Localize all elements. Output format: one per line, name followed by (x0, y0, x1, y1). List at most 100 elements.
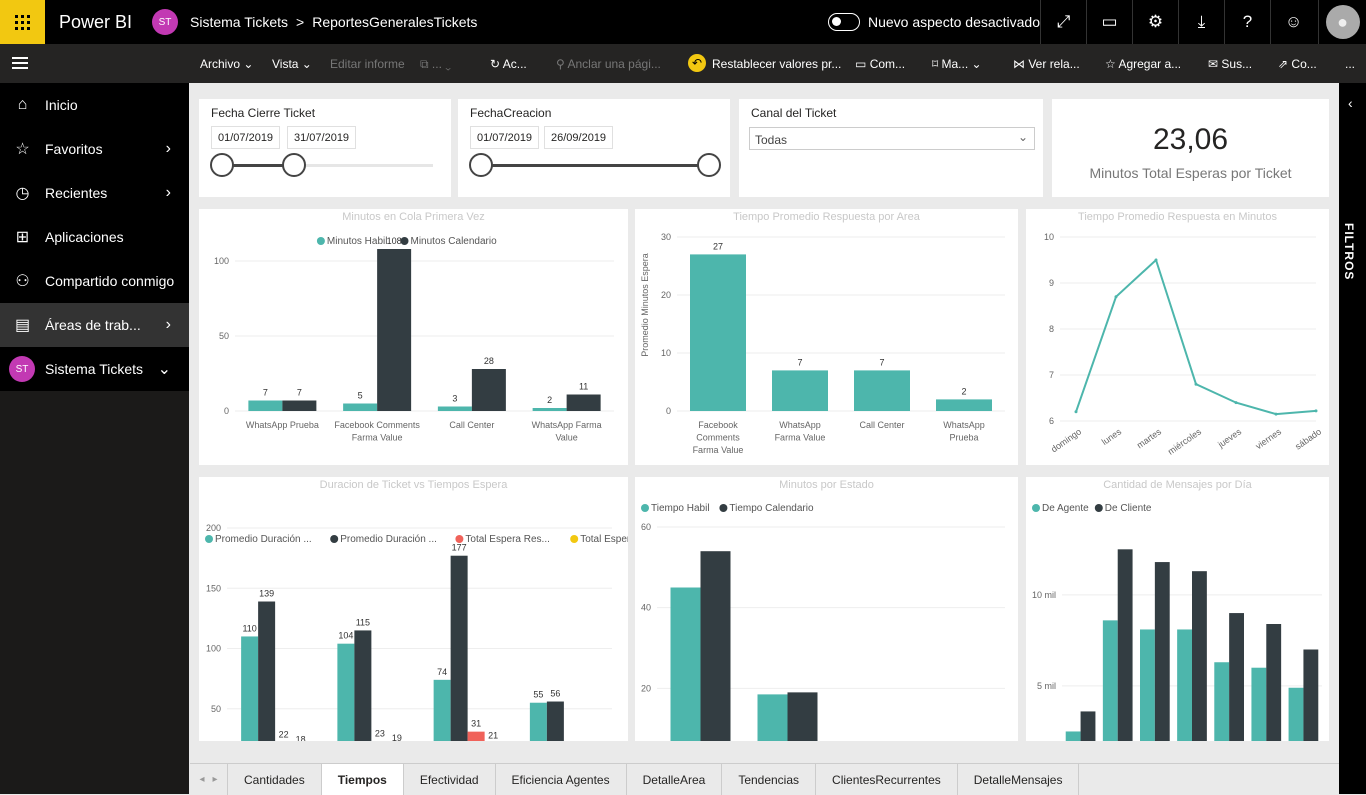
download-icon[interactable]: ⤓ (1178, 0, 1224, 44)
filters-pane[interactable]: ‹ FILTROS (1339, 83, 1366, 794)
x-tick-label: Farma Value (693, 445, 744, 455)
kpi-card: 23,06 Minutos Total Esperas por Ticket (1052, 99, 1329, 197)
bookmarks-button[interactable]: ⌑ Ma... ⌄ (932, 57, 982, 71)
legend-marker (400, 237, 409, 245)
legend-label: Tiempo Habil (651, 503, 710, 514)
y-tick-label: 20 (641, 683, 651, 693)
app-launcher-icon[interactable] (0, 0, 45, 44)
edit-report-button[interactable]: Editar informe (330, 57, 405, 71)
chat-teams-button[interactable]: ⧉ ... ⌄ (420, 57, 451, 71)
nav-sistema-tickets[interactable]: ST Sistema Tickets ⌄ (0, 347, 189, 391)
brand-name[interactable]: Power BI (59, 12, 133, 32)
expand-icon[interactable]: ⤢ (1040, 0, 1086, 44)
x-tick-label: WhatsApp (943, 420, 985, 430)
bar (1303, 649, 1319, 741)
range-end-handle[interactable] (697, 153, 721, 177)
nav-aplicaciones[interactable]: ⊞ Aplicaciones (0, 215, 189, 259)
chart-minutos-estado[interactable]: Minutos por Estado Tiempo Habil Tiempo Cal… (635, 477, 1018, 741)
breadcrumb-separator: > (296, 14, 305, 30)
data-label: 108 (387, 236, 402, 246)
chart-duracion-ticket[interactable]: Duracion de Ticket vs Tiempos Espera Prom… (199, 477, 628, 741)
chevron-down-icon: ⌄ (1017, 130, 1028, 144)
x-tick-label: Value (555, 433, 577, 443)
slicer-canal[interactable]: Canal del Ticket Todas ⌄ (739, 99, 1043, 197)
tab-detalle-area[interactable]: DetalleArea (627, 764, 723, 795)
bar (437, 406, 472, 411)
legend-marker (1032, 504, 1040, 512)
reset-defaults-button[interactable]: ↶ Restablecer valores pr... (688, 54, 841, 73)
legend-label: Minutos Calendario (411, 236, 498, 247)
bar (467, 731, 485, 741)
bar (471, 369, 506, 411)
toggle-switch[interactable] (828, 13, 860, 31)
date-from-input[interactable]: 01/07/2019 (211, 126, 281, 149)
bar (1229, 613, 1244, 741)
y-axis-label: Promedio Minutos Espera (640, 253, 650, 357)
data-label: 23 (375, 728, 385, 738)
new-look-toggle[interactable]: Nuevo aspecto desactivado (828, 13, 1040, 31)
date-from-input[interactable]: 01/07/2019 (470, 126, 540, 149)
range-start-handle[interactable] (210, 153, 234, 177)
y-tick-label: 100 (206, 644, 221, 654)
gear-icon[interactable]: ⚙ (1132, 0, 1178, 44)
archivo-menu[interactable]: Archivo ⌄ (200, 57, 254, 71)
bar (1177, 629, 1192, 741)
breadcrumb-workspace[interactable]: Sistema Tickets (190, 14, 289, 30)
help-icon[interactable]: ? (1224, 0, 1270, 44)
chevron-left-icon[interactable]: ‹ (1348, 95, 1353, 111)
y-tick-label: 5 mil (1037, 681, 1056, 691)
action-ribbon: Archivo ⌄ Vista ⌄ Editar informe ⧉ ... ⌄… (0, 44, 1366, 83)
date-to-input[interactable]: 26/09/2019 (544, 126, 614, 149)
legend-label: De Agente (1042, 503, 1089, 514)
add-favorite-button[interactable]: ☆ Agregar a... (1105, 57, 1182, 71)
x-tick-label: Farma Value (352, 433, 403, 443)
bar (529, 702, 547, 741)
nav-favoritos[interactable]: ☆ Favoritos › (0, 127, 189, 171)
slicer-fecha-creacion[interactable]: FechaCreacion 01/07/2019 26/09/2019 (458, 99, 730, 197)
chart-minutos-cola[interactable]: Minutos en Cola Primera Vez Minutos Habil… (199, 209, 628, 465)
line-point (1114, 295, 1118, 299)
line-point (1074, 410, 1078, 414)
bookmark-icon: ⌑ (932, 57, 939, 71)
tab-tiempos[interactable]: Tiempos (321, 764, 404, 795)
nav-areas-trabajo[interactable]: ▤ Áreas de trab... › (0, 303, 189, 347)
tab-tendencias[interactable]: Tendencias (722, 764, 817, 795)
chart-respuesta-minutos[interactable]: Tiempo Promedio Respuesta en Minutos 6 7 8 9… (1026, 209, 1329, 465)
user-avatar[interactable]: ● (1318, 0, 1366, 44)
data-label: 7 (879, 357, 884, 367)
y-tick-label: 10 mil (1032, 590, 1056, 600)
filters-label: FILTROS (1342, 223, 1356, 281)
refresh-button[interactable]: ↻ Ac... (490, 57, 527, 71)
slicer-fecha-cierre[interactable]: Fecha Cierre Ticket 01/07/2019 31/07/201… (199, 99, 451, 197)
tab-eficiencia-agentes[interactable]: Eficiencia Agentes (496, 764, 627, 795)
legend-marker (719, 504, 728, 512)
smiley-icon[interactable]: ☺ (1270, 0, 1316, 44)
comments-button[interactable]: ▭ Com... (855, 57, 906, 71)
related-icon: ⋈ (1013, 57, 1025, 71)
comment-icon[interactable]: ▭ (1086, 0, 1132, 44)
slicer-title: Canal del Ticket (751, 106, 837, 120)
canal-dropdown[interactable]: Todas ⌄ (749, 127, 1035, 150)
subscribe-button[interactable]: ✉ Sus... (1208, 57, 1253, 71)
hamburger-icon[interactable] (12, 57, 28, 72)
share-button[interactable]: ⇗ Co... (1278, 57, 1317, 71)
range-start-handle[interactable] (469, 153, 493, 177)
tab-clientes-recurrentes[interactable]: ClientesRecurrentes (816, 764, 958, 795)
more-options-button[interactable]: ... (1345, 57, 1356, 71)
range-end-handle[interactable] (282, 153, 306, 177)
nav-inicio[interactable]: ⌂ Inicio (0, 83, 189, 127)
breadcrumb-report[interactable]: ReportesGeneralesTickets (312, 14, 478, 30)
chart-respuesta-area[interactable]: Tiempo Promedio Respuesta por Area Promed… (635, 209, 1018, 465)
tab-efectividad[interactable]: Efectividad (404, 764, 496, 795)
tab-scroll[interactable]: ◂ ▸ (190, 764, 228, 795)
date-to-input[interactable]: 31/07/2019 (287, 126, 357, 149)
view-related-button[interactable]: ⋈ Ver rela... (1013, 57, 1080, 71)
nav-compartido[interactable]: ⚇ Compartido conmigo (0, 259, 189, 303)
nav-recientes[interactable]: ◷ Recientes › (0, 171, 189, 215)
chart-mensajes-dia[interactable]: Cantidad de Mensajes por Día De Agente De … (1026, 477, 1329, 741)
tab-detalle-mensajes[interactable]: DetalleMensajes (958, 764, 1080, 795)
tab-cantidades[interactable]: Cantidades (228, 764, 322, 795)
pin-page-button[interactable]: ⚲ Anclar una pági... (556, 57, 661, 71)
vista-menu[interactable]: Vista ⌄ (272, 57, 312, 71)
